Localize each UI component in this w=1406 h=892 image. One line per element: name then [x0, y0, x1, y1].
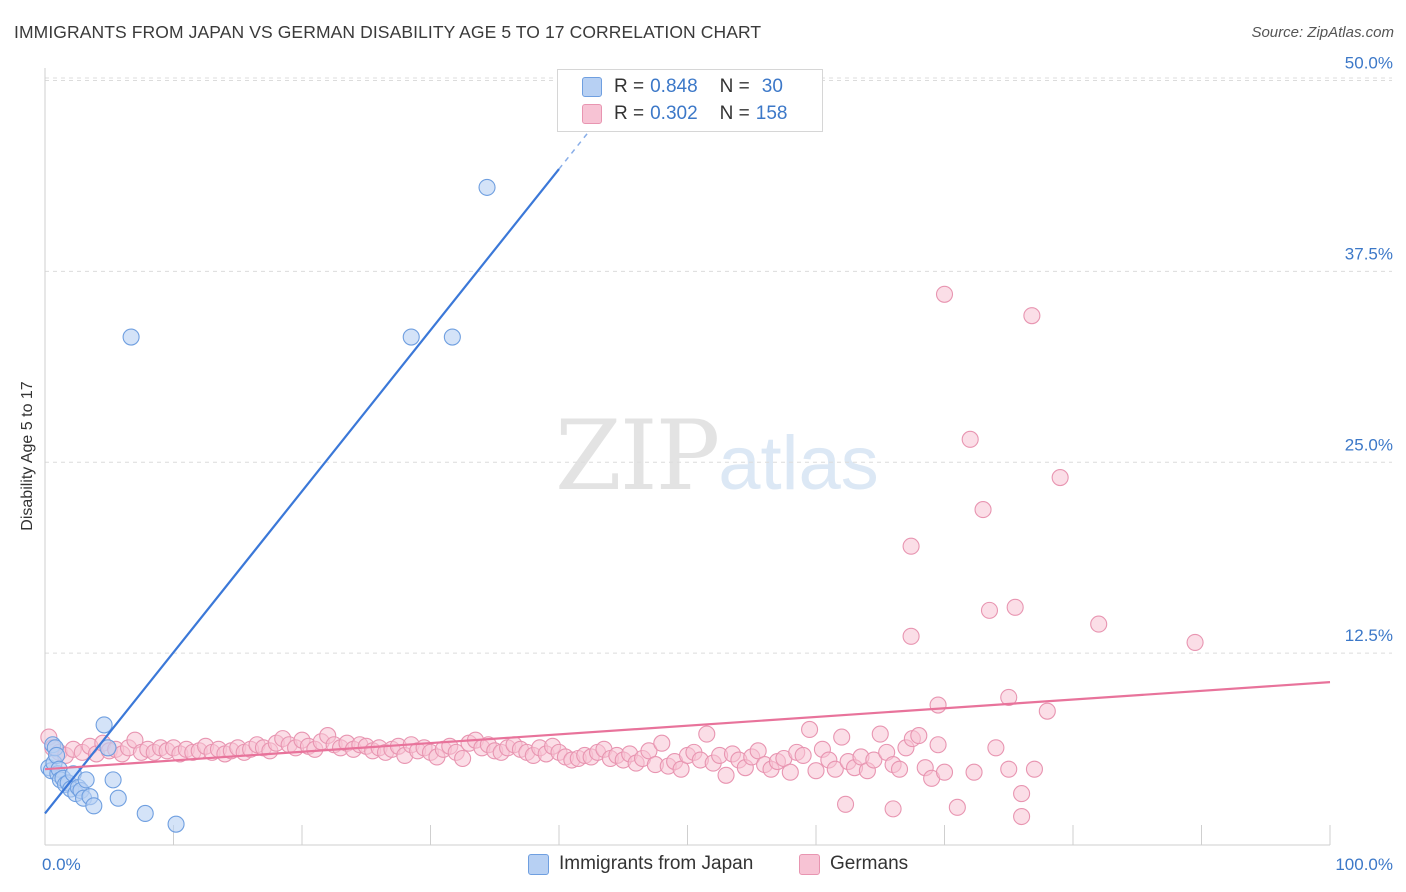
y-tick-label: 25.0%	[1345, 435, 1393, 454]
legend-r-value-germans: 0.302	[650, 103, 698, 124]
watermark-zip: ZIP	[555, 400, 720, 512]
y-tick-label: 12.5%	[1345, 626, 1393, 645]
japan-point	[167, 815, 185, 833]
japan-point	[85, 797, 103, 815]
germans-point	[965, 763, 983, 781]
gridlines	[45, 77, 1392, 654]
y-axis-label: Disability Age 5 to 17	[19, 381, 36, 531]
source-credit: Source: ZipAtlas.com	[1251, 24, 1394, 41]
legend-r-label-japan: R =	[614, 76, 645, 97]
series-label-japan: Immigrants from Japan	[559, 853, 754, 874]
legend-r-value-japan: 0.848	[650, 76, 698, 97]
germans-point	[929, 736, 947, 754]
axes	[44, 68, 1331, 846]
germans-trend-line	[44, 681, 1331, 771]
y-tick-label: 50.0%	[1345, 54, 1393, 73]
japan-trend-line	[44, 168, 560, 815]
germans-point	[717, 766, 735, 784]
correlation-legend: R = 0.848 N = 30 R = 0.302 N = 158	[557, 69, 823, 132]
japan-point	[109, 789, 127, 807]
germans-point	[837, 795, 855, 813]
japan-point	[402, 328, 420, 346]
germans-point	[454, 749, 472, 768]
legend-n-label-germans: N =	[719, 103, 750, 124]
germans-point	[1000, 688, 1018, 706]
watermark: ZIPatlas	[555, 400, 879, 512]
x-tick-label: 100.0%	[1335, 855, 1393, 874]
germans-point	[833, 728, 851, 746]
legend-swatch-germans	[582, 104, 602, 124]
legend-n-value-germans: 158	[755, 103, 788, 124]
trend-lines	[44, 112, 1331, 815]
germans-point	[910, 727, 928, 745]
japan-point	[99, 739, 117, 757]
series-label-germans: Germans	[830, 853, 909, 874]
germans-point	[987, 739, 1005, 757]
germans-point	[640, 742, 658, 760]
germans-point	[871, 725, 889, 743]
germans-point	[865, 751, 883, 769]
series-swatch-germans	[799, 853, 820, 875]
germans-point	[1090, 615, 1108, 633]
japan-point	[478, 178, 496, 196]
germans-point	[1013, 807, 1031, 826]
germans-point	[749, 742, 767, 760]
germans-point	[890, 760, 909, 778]
germans-point	[807, 762, 825, 780]
germans-point	[1006, 598, 1024, 616]
legend-n-value-japan: 30	[761, 76, 783, 97]
germans-point	[1013, 785, 1031, 803]
germans-point	[801, 720, 819, 739]
japan-point	[122, 328, 140, 346]
x-tick-label: 0.0%	[42, 855, 81, 874]
germans-point	[948, 798, 966, 816]
y-tick-label: 37.5%	[1345, 244, 1393, 263]
germans-point	[1023, 307, 1041, 325]
japan-point	[77, 771, 95, 789]
germans-point	[935, 285, 954, 303]
germans-point	[961, 430, 979, 448]
germans-point	[902, 537, 920, 555]
germans-point	[974, 501, 992, 519]
germans-point	[935, 763, 954, 781]
germans-point	[781, 763, 799, 781]
japan-points	[40, 178, 496, 833]
germans-point	[1000, 760, 1018, 778]
germans-point	[902, 627, 920, 645]
legend-n-label-japan: N =	[719, 76, 750, 97]
germans-point	[698, 725, 716, 743]
germans-point	[672, 760, 690, 778]
japan-point	[443, 328, 461, 346]
japan-point	[95, 716, 113, 734]
germans-point	[1186, 633, 1204, 651]
legend-swatch-japan	[582, 77, 602, 97]
legend-row-germans: R = 0.302 N = 158	[582, 103, 787, 125]
germans-points	[40, 285, 1204, 826]
tick-labels: 12.5% 25.0% 37.5% 50.0% 0.0% 100.0%	[42, 54, 1393, 875]
germans-point	[653, 734, 671, 752]
germans-point	[980, 601, 999, 619]
germans-point	[884, 800, 902, 818]
series-swatch-japan	[528, 853, 549, 875]
germans-point	[794, 746, 812, 764]
japan-point	[136, 804, 154, 823]
legend-r-label-germans: R =	[614, 103, 645, 124]
japan-point	[104, 771, 122, 789]
series-legend-germans: Germans	[799, 852, 908, 876]
germans-point	[1038, 702, 1056, 720]
legend-row-japan: R = 0.848 N = 30	[582, 76, 783, 98]
chart-title: IMMIGRANTS FROM JAPAN VS GERMAN DISABILI…	[14, 22, 762, 42]
watermark-atlas: atlas	[718, 421, 879, 506]
series-legend-japan: Immigrants from Japan	[528, 852, 753, 876]
germans-point	[929, 696, 947, 714]
germans-point	[1051, 468, 1069, 487]
germans-point	[826, 760, 844, 778]
germans-point	[1025, 760, 1043, 778]
